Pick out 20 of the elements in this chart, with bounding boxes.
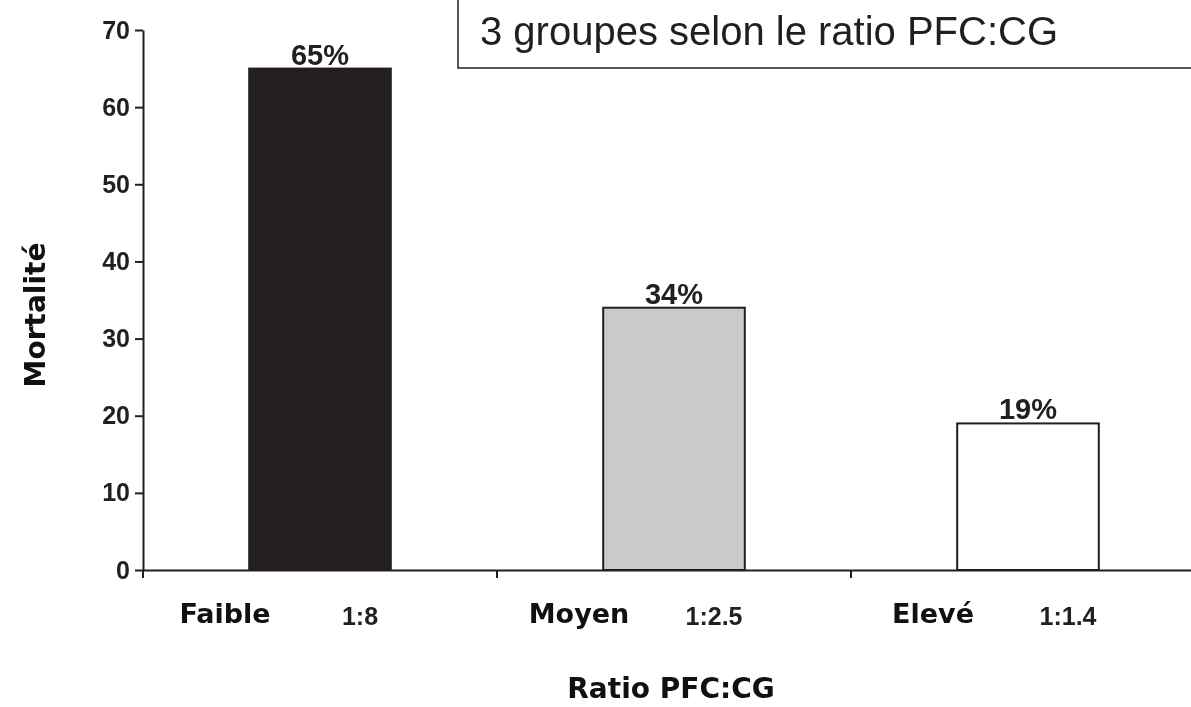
y-axis-title: Mortalité bbox=[19, 242, 52, 388]
data-label: 34% bbox=[644, 277, 704, 310]
y-tick-label: 20 bbox=[102, 401, 130, 430]
y-tick-label: 60 bbox=[102, 92, 130, 121]
y-tick-label: 30 bbox=[102, 324, 130, 353]
x-tick-label: Moyen bbox=[528, 598, 630, 630]
text: 1:2.5 bbox=[685, 602, 743, 630]
x-axis-title: Ratio PFC:CG bbox=[567, 672, 775, 705]
x-tick-label: Elevé bbox=[892, 598, 974, 630]
y-tick-label: 10 bbox=[102, 478, 130, 507]
x-tick-label: Faible bbox=[179, 598, 271, 630]
y-tick-label: 40 bbox=[102, 246, 130, 275]
y-tick-label: 0 bbox=[116, 555, 130, 584]
text: 1:1.4 bbox=[1039, 602, 1097, 630]
y-tick-label: 50 bbox=[102, 169, 130, 198]
data-label: 65% bbox=[290, 38, 350, 71]
y-tick-label: 70 bbox=[102, 15, 130, 44]
data-label: 19% bbox=[998, 393, 1058, 426]
chart-title: 3 groupes selon le ratio PFC:CG bbox=[480, 9, 1059, 53]
text: 1:8 bbox=[341, 602, 379, 630]
